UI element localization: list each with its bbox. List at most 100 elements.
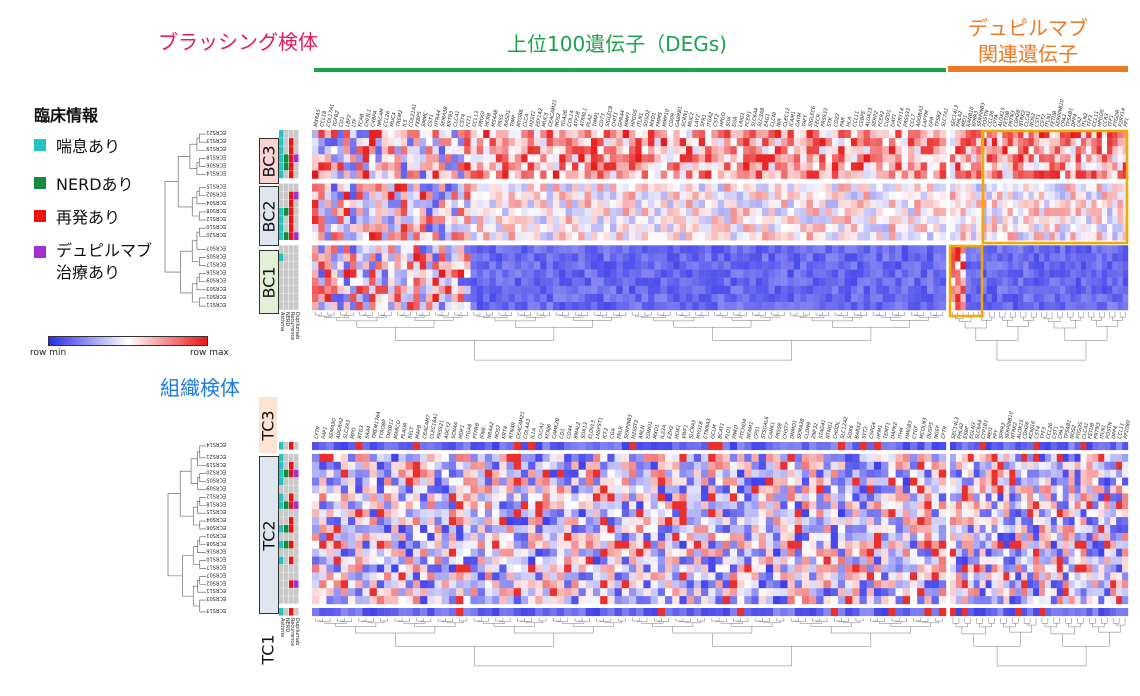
gene-label: SLC7A1: [941, 107, 950, 127]
heatmap-cell: [816, 525, 824, 534]
heatmap-cell: [381, 199, 389, 209]
heatmap-cell: [343, 199, 351, 209]
heatmap-cell: [484, 453, 493, 462]
heatmap-cell: [819, 207, 826, 217]
heatmap-cell: [679, 162, 687, 171]
heatmap-cell: [426, 162, 433, 171]
tissue-header: 組織検体: [160, 376, 240, 400]
clinical-cell: [289, 261, 294, 270]
heatmap-cell: [888, 517, 896, 526]
gene-label: SFR1: [700, 114, 708, 128]
heatmap-cell: [464, 224, 471, 233]
heatmap-cell: [812, 183, 820, 192]
heatmap-cell: [369, 493, 378, 502]
heatmap-cell: [571, 191, 579, 200]
heatmap-cell: [434, 517, 442, 526]
heatmap-cell: [340, 469, 349, 478]
heatmap-cell: [1080, 191, 1087, 200]
heatmap-cell: [635, 216, 642, 225]
sample-label: ECRS21: [206, 453, 226, 459]
clinical-cell: [294, 469, 299, 478]
heatmap-cell: [495, 199, 503, 209]
heatmap-cell: [448, 485, 457, 494]
heatmap-cell: [765, 509, 774, 518]
heatmap-cell: [950, 509, 957, 518]
heatmap-cell: [823, 509, 831, 518]
heatmap-cell: [464, 130, 471, 139]
heatmap-cell: [819, 162, 826, 171]
heatmap-cell: [950, 130, 956, 139]
heatmap-cell: [1101, 253, 1108, 262]
heatmap-cell: [1065, 130, 1071, 139]
heatmap-cell: [1122, 461, 1129, 470]
heatmap-cell: [1033, 207, 1040, 217]
heatmap-cell: [629, 501, 637, 510]
clinical-cell: [279, 556, 284, 565]
cluster-separator: [312, 241, 1128, 245]
heatmap-cell: [432, 269, 439, 278]
heatmap-cell: [793, 277, 801, 286]
heatmap-cell: [744, 548, 752, 557]
heatmap-cell: [571, 442, 579, 451]
heatmap-cell: [1112, 245, 1118, 254]
heatmap-cell: [340, 564, 349, 573]
heatmap-cell: [781, 261, 788, 270]
heatmap-cell: [616, 154, 623, 163]
gene-label: HLA: [846, 116, 854, 127]
heatmap-cell: [692, 245, 699, 254]
heatmap-cell: [672, 493, 680, 502]
heatmap-cell: [1110, 501, 1117, 510]
heatmap-cell: [926, 183, 934, 192]
heatmap-cell: [866, 548, 875, 557]
heatmap-cell: [1080, 517, 1087, 526]
heatmap-cell: [1028, 154, 1034, 163]
heatmap-cell: [549, 477, 558, 486]
heatmap-cell: [1021, 532, 1028, 541]
heatmap-cell: [381, 232, 389, 241]
heatmap-cell: [724, 199, 731, 209]
heatmap-cell: [312, 207, 319, 217]
heatmap-cell: [774, 285, 782, 295]
heatmap-cell: [755, 232, 763, 241]
heatmap-cell: [348, 493, 356, 502]
heatmap-cell: [622, 285, 630, 295]
heatmap-cell: [546, 170, 554, 179]
heatmap-cell: [869, 293, 877, 303]
heatmap-cell: [590, 183, 598, 192]
heatmap-cell: [765, 469, 774, 478]
heatmap-cell: [787, 199, 795, 209]
heatmap-cell: [1044, 199, 1050, 209]
sample-label: ECRS20: [206, 469, 226, 475]
heatmap-cell: [407, 138, 414, 147]
heatmap-cell: [1075, 146, 1082, 155]
heatmap-cell: [850, 261, 858, 270]
heatmap-cell: [477, 564, 486, 573]
heatmap-cell: [391, 453, 399, 462]
gene-label: ICAM1: [789, 111, 798, 128]
heatmap-cell: [888, 130, 896, 139]
heatmap-cell: [812, 253, 820, 262]
heatmap-cell: [643, 501, 651, 510]
heatmap-cell: [758, 469, 767, 478]
heatmap-cell: [629, 517, 637, 526]
heatmap-cell: [902, 509, 911, 518]
heatmap-cell: [933, 224, 940, 233]
heatmap-cell: [1049, 245, 1055, 254]
heatmap-cell: [729, 442, 738, 451]
heatmap-cell: [502, 170, 509, 179]
heatmap-cell: [693, 517, 702, 526]
clinical-cell: [279, 170, 284, 179]
heatmap-cell: [542, 556, 550, 565]
heatmap-cell: [432, 224, 439, 233]
heatmap-cell: [991, 556, 998, 565]
heatmap-cell: [337, 245, 344, 254]
heatmap-cell: [1075, 154, 1082, 163]
heatmap-cell: [585, 532, 594, 541]
heatmap-cell: [1075, 207, 1082, 217]
heatmap-cell: [571, 245, 579, 254]
heatmap-cell: [1096, 232, 1103, 241]
heatmap-cell: [1107, 130, 1113, 139]
heatmap-cell: [965, 261, 972, 270]
heatmap-cell: [970, 130, 977, 139]
heatmap-cell: [456, 477, 464, 486]
